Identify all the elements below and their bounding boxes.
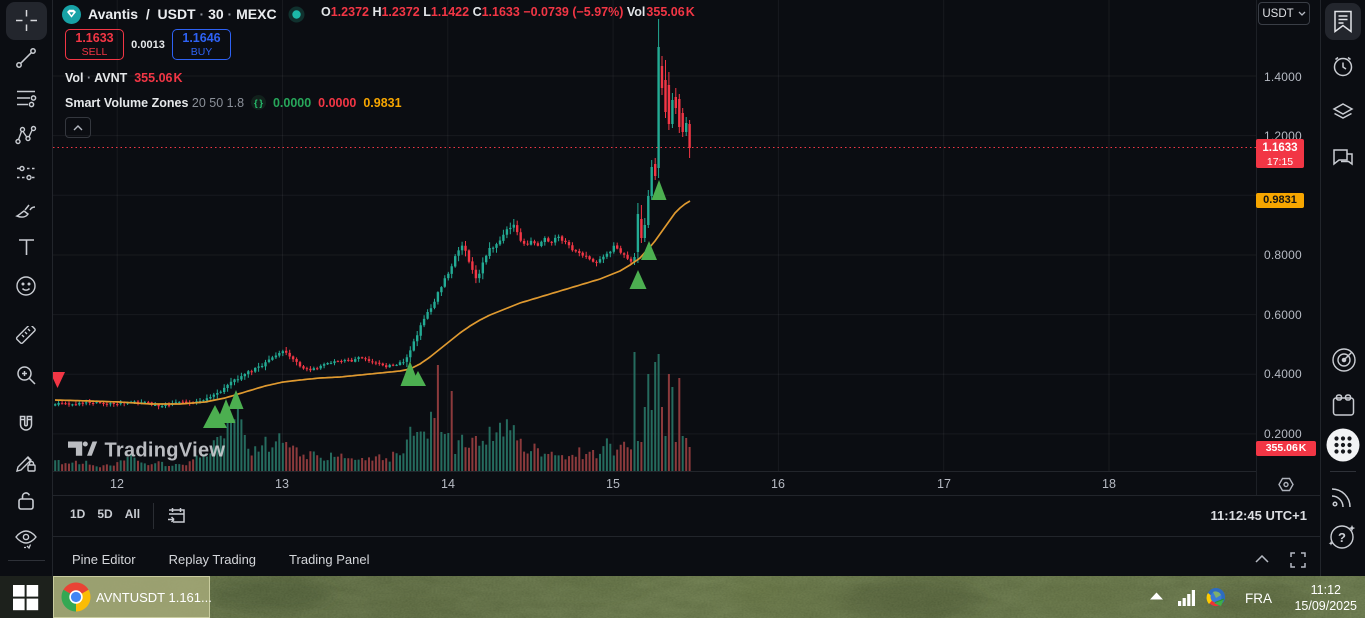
svg-text:AVNTUSDT 1.161...: AVNTUSDT 1.161... — [96, 590, 212, 605]
svg-text:?: ? — [1338, 530, 1346, 545]
svg-text:{ }: { } — [254, 98, 263, 108]
svg-text:FRA: FRA — [1245, 591, 1272, 606]
svg-text:11:12: 11:12 — [1311, 583, 1341, 597]
svg-text:TradingView: TradingView — [105, 440, 226, 462]
svg-text:15/09/2025: 15/09/2025 — [1294, 599, 1357, 613]
